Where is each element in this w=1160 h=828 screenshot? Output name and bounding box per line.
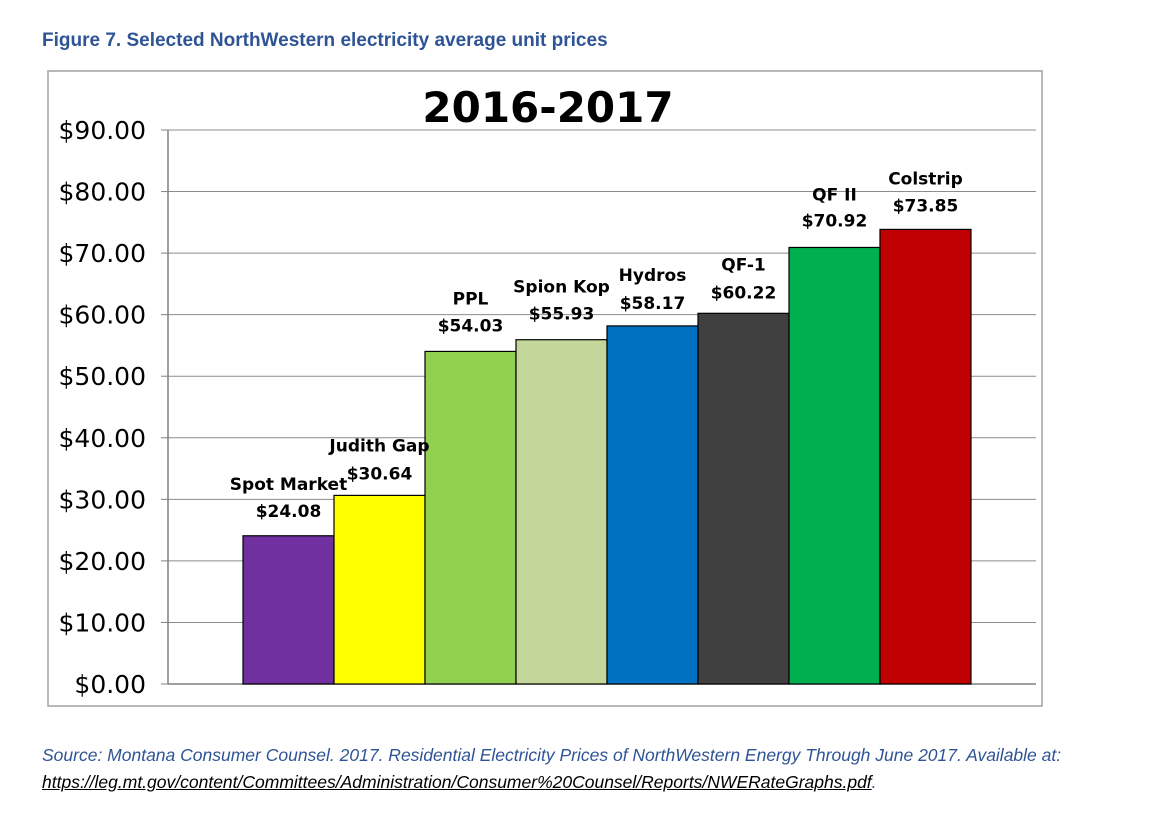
bar-labels: Spot Market $24.08 Judith Gap $30.64 PPL $54.…	[230, 169, 963, 521]
bar	[606, 325, 699, 685]
y-tick-label: $80.00	[59, 178, 146, 207]
figure-caption: Figure 7. Selected NorthWestern electric…	[42, 30, 608, 51]
bar	[242, 535, 335, 685]
y-tick-label: $60.00	[59, 301, 146, 330]
category-label: Hydros	[619, 266, 687, 286]
y-tick-label: $70.00	[59, 239, 146, 268]
chart-border	[47, 70, 1043, 707]
category-label: QF-1	[721, 255, 765, 275]
category-label: PPL	[453, 289, 489, 309]
category-label: Judith Gap	[328, 436, 429, 456]
category-label: Spot Market	[230, 475, 347, 495]
data-label: $73.85	[893, 196, 959, 216]
data-label: $24.08	[256, 502, 322, 522]
bar	[697, 312, 790, 685]
y-tick-label: $10.00	[59, 608, 146, 637]
bar	[879, 228, 972, 685]
y-axis: $0.00 $10.00 $20.00 $30.00 $40.00 $50.00 $60.0…	[59, 116, 169, 699]
data-label: $70.92	[802, 211, 868, 231]
y-tick-label: $40.00	[59, 424, 146, 453]
source-end: .	[871, 772, 877, 792]
y-tick-label: $20.00	[59, 547, 146, 576]
bar	[333, 494, 426, 685]
category-label: Colstrip	[888, 169, 963, 189]
bar-chart: $0.00 $10.00 $20.00 $30.00 $40.00 $50.00 $60.0…	[47, 70, 1043, 707]
bar	[424, 350, 517, 685]
category-label: QF II	[812, 185, 857, 205]
data-label: $30.64	[347, 464, 413, 484]
source-note: Source: Montana Consumer Counsel. 2017. …	[42, 742, 1152, 796]
bar	[515, 339, 608, 685]
y-tick-label: $90.00	[59, 116, 146, 145]
y-tick-label: $50.00	[59, 362, 146, 391]
y-tick-label: $0.00	[74, 670, 146, 699]
data-label: $54.03	[438, 316, 504, 336]
bar	[788, 246, 881, 685]
data-label: $58.17	[620, 294, 686, 314]
data-label: $55.93	[529, 305, 595, 325]
y-tick-label: $30.00	[59, 485, 146, 514]
chart-title: 2016-2017	[422, 83, 673, 132]
source-text: Source: Montana Consumer Counsel. 2017. …	[42, 745, 1062, 765]
category-label: Spion Kop	[513, 278, 610, 298]
source-link[interactable]: https://leg.mt.gov/content/Committees/Ad…	[42, 772, 872, 792]
bars	[242, 228, 972, 685]
data-label: $60.22	[711, 283, 777, 303]
